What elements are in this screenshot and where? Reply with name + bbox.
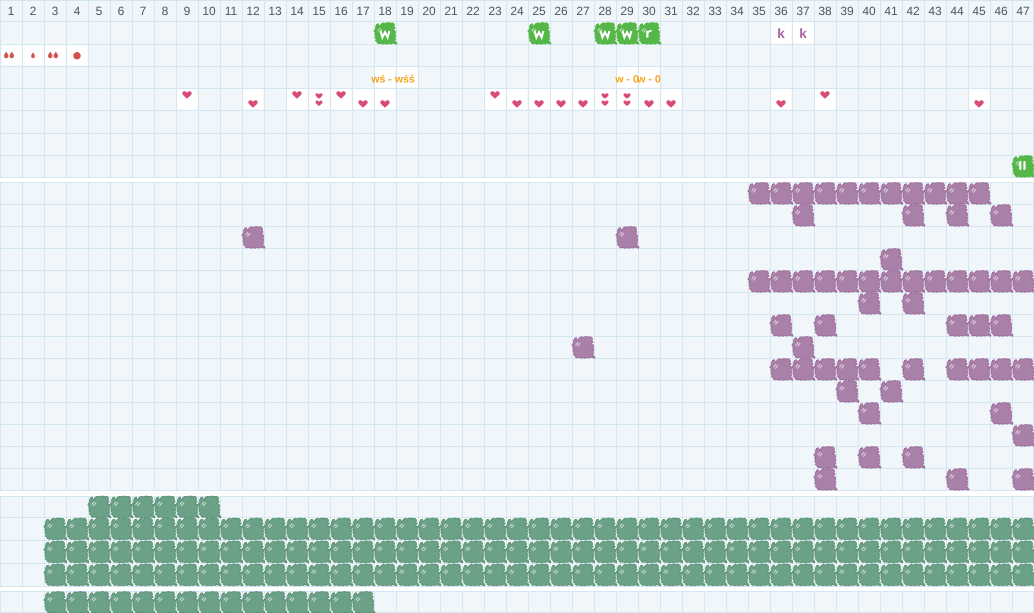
svg-text:1: 1 [8, 4, 15, 18]
svg-text:46: 46 [994, 4, 1008, 18]
svg-text:38: 38 [818, 4, 832, 18]
svg-text:31: 31 [664, 4, 678, 18]
svg-text:43: 43 [928, 4, 942, 18]
svg-text:45: 45 [972, 4, 986, 18]
svg-text:9: 9 [184, 4, 191, 18]
svg-text:10: 10 [202, 4, 216, 18]
svg-text:39: 39 [840, 4, 854, 18]
svg-text:27: 27 [576, 4, 590, 18]
svg-text:25: 25 [532, 4, 546, 18]
svg-text:12: 12 [246, 4, 260, 18]
svg-text:23: 23 [488, 4, 502, 18]
svg-text:29: 29 [620, 4, 634, 18]
svg-text:k: k [799, 26, 807, 41]
svg-text:21: 21 [444, 4, 458, 18]
svg-text:19: 19 [400, 4, 414, 18]
svg-text:7: 7 [140, 4, 147, 18]
svg-text:30: 30 [642, 4, 656, 18]
svg-text:44: 44 [950, 4, 964, 18]
svg-text:20: 20 [422, 4, 436, 18]
svg-text:4: 4 [74, 4, 81, 18]
svg-text:35: 35 [752, 4, 766, 18]
svg-text:3: 3 [52, 4, 59, 18]
svg-text:wś - wśś: wś - wśś [370, 74, 415, 86]
svg-text:33: 33 [708, 4, 722, 18]
svg-text:w - 0: w - 0 [636, 74, 661, 86]
svg-text:42: 42 [906, 4, 920, 18]
svg-text:24: 24 [510, 4, 524, 18]
svg-text:17: 17 [356, 4, 370, 18]
svg-text:w - 0: w - 0 [614, 74, 639, 86]
svg-text:15: 15 [312, 4, 326, 18]
svg-text:36: 36 [774, 4, 788, 18]
svg-text:22: 22 [466, 4, 480, 18]
svg-text:11: 11 [225, 4, 238, 18]
svg-text:2: 2 [30, 4, 37, 18]
svg-text:13: 13 [268, 4, 282, 18]
svg-text:14: 14 [290, 4, 304, 18]
svg-text:16: 16 [334, 4, 348, 18]
svg-text:5: 5 [96, 4, 103, 18]
svg-text:26: 26 [554, 4, 568, 18]
svg-text:47: 47 [1016, 4, 1030, 18]
svg-text:32: 32 [686, 4, 700, 18]
svg-text:6: 6 [118, 4, 125, 18]
svg-text:18: 18 [378, 4, 392, 18]
svg-text:k: k [777, 26, 785, 41]
svg-text:37: 37 [796, 4, 810, 18]
svg-text:34: 34 [730, 4, 744, 18]
svg-text:40: 40 [862, 4, 876, 18]
svg-text:28: 28 [598, 4, 612, 18]
svg-text:8: 8 [162, 4, 169, 18]
svg-text:41: 41 [884, 4, 898, 18]
